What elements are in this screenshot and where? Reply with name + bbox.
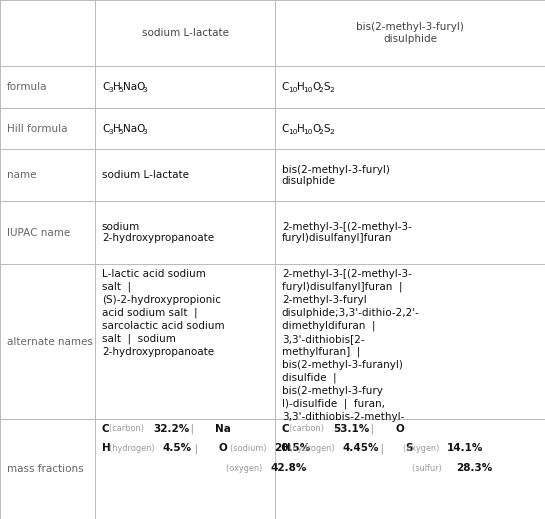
Text: 32.2%: 32.2% [153, 424, 189, 434]
Text: H: H [113, 124, 120, 134]
Text: |: | [187, 443, 204, 454]
Text: 53.1%: 53.1% [333, 424, 369, 434]
Text: (carbon): (carbon) [289, 424, 326, 433]
Text: bis(2-methyl-3-furyl)
disulphide: bis(2-methyl-3-furyl) disulphide [356, 22, 464, 44]
Text: S: S [405, 443, 413, 454]
Text: C: C [102, 82, 110, 92]
Text: C: C [282, 124, 289, 134]
Text: 3: 3 [108, 87, 113, 93]
Text: |: | [374, 443, 390, 454]
Text: 10: 10 [303, 129, 313, 135]
Text: 2: 2 [329, 129, 334, 135]
Text: L-lactic acid sodium
salt  |
(S)-2-hydroxypropionic
acid sodium salt  |
sarcolac: L-lactic acid sodium salt | (S)-2-hydrox… [102, 269, 225, 357]
Text: 3: 3 [108, 129, 113, 135]
Text: mass fractions: mass fractions [7, 464, 83, 474]
Text: 2-methyl-3-[(2-methyl-3-
furyl)disulfanyl]furan: 2-methyl-3-[(2-methyl-3- furyl)disulfany… [282, 222, 411, 243]
Text: O: O [219, 443, 228, 454]
Text: 10: 10 [303, 87, 313, 93]
Text: NaO: NaO [123, 82, 146, 92]
Text: H: H [297, 124, 305, 134]
Text: 20.5%: 20.5% [274, 443, 310, 454]
Text: (sodium): (sodium) [230, 444, 269, 453]
Text: (hydrogen): (hydrogen) [289, 444, 337, 453]
Text: O: O [312, 124, 320, 134]
Text: (hydrogen): (hydrogen) [109, 444, 158, 453]
Text: (oxygen): (oxygen) [403, 444, 441, 453]
Text: NaO: NaO [123, 124, 146, 134]
Text: sodium L-lactate: sodium L-lactate [102, 170, 189, 181]
Text: 3: 3 [142, 87, 147, 93]
Text: 2: 2 [318, 129, 323, 135]
Text: (carbon): (carbon) [109, 424, 147, 433]
Text: 28.3%: 28.3% [456, 463, 492, 473]
Text: (oxygen): (oxygen) [226, 463, 265, 473]
Text: alternate names: alternate names [7, 336, 93, 347]
Text: sodium L-lactate: sodium L-lactate [142, 28, 229, 38]
Text: H: H [113, 82, 120, 92]
Text: |: | [184, 424, 201, 434]
Text: 4.45%: 4.45% [343, 443, 379, 454]
Text: IUPAC name: IUPAC name [7, 227, 70, 238]
Text: |: | [364, 424, 381, 434]
Text: Na: Na [215, 424, 231, 434]
Text: C: C [102, 124, 110, 134]
Text: C: C [102, 424, 110, 434]
Text: S: S [323, 82, 330, 92]
Text: 10: 10 [288, 129, 298, 135]
Text: H: H [282, 443, 290, 454]
Text: 5: 5 [119, 87, 124, 93]
Text: O: O [312, 82, 320, 92]
Text: C: C [282, 424, 289, 434]
Text: bis(2-methyl-3-furyl)
disulphide: bis(2-methyl-3-furyl) disulphide [282, 165, 390, 186]
Text: 2: 2 [329, 87, 334, 93]
Text: S: S [323, 124, 330, 134]
Text: H: H [102, 443, 111, 454]
Text: 2-methyl-3-[(2-methyl-3-
furyl)disulfanyl]furan  |
2-methyl-3-furyl
disulphide;3: 2-methyl-3-[(2-methyl-3- furyl)disulfany… [282, 269, 420, 422]
Text: 3: 3 [142, 129, 147, 135]
Text: sodium
2-hydroxypropanoate: sodium 2-hydroxypropanoate [102, 222, 214, 243]
Text: formula: formula [7, 82, 47, 92]
Text: C: C [282, 82, 289, 92]
Text: 14.1%: 14.1% [446, 443, 483, 454]
Text: 10: 10 [288, 87, 298, 93]
Text: Hill formula: Hill formula [7, 124, 67, 134]
Text: O: O [395, 424, 404, 434]
Text: 5: 5 [119, 129, 124, 135]
Text: name: name [7, 170, 36, 181]
Text: 2: 2 [318, 87, 323, 93]
Text: H: H [297, 82, 305, 92]
Text: 4.5%: 4.5% [163, 443, 192, 454]
Text: 42.8%: 42.8% [270, 463, 306, 473]
Text: (sulfur): (sulfur) [412, 463, 445, 473]
